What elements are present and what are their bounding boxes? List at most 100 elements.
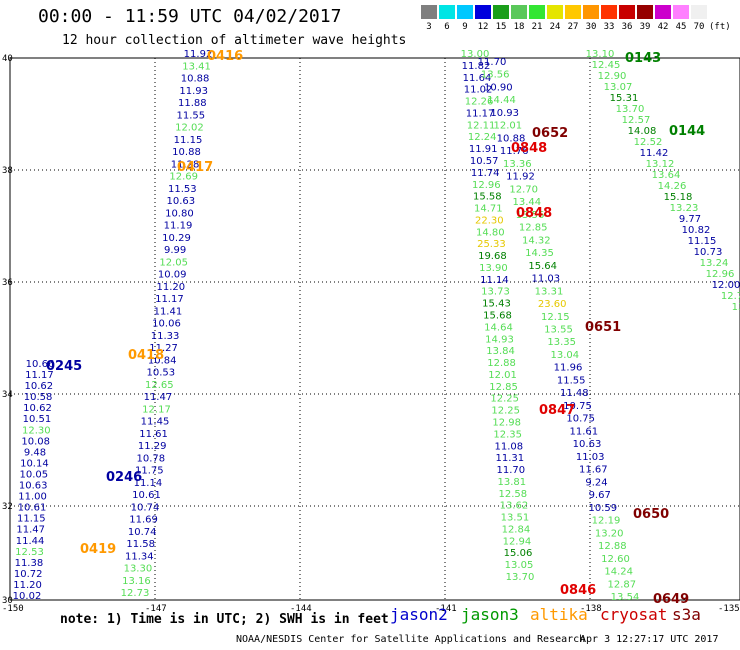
wave-height-point: 12.87 — [607, 579, 636, 590]
wave-height-point: 11.82 — [462, 61, 491, 72]
wave-height-point: 12.11 — [467, 120, 496, 131]
wave-height-point: 15.06 — [504, 548, 533, 559]
wave-height-point: 10.88 — [497, 133, 526, 144]
map-subtitle: 12 hour collection of altimeter wave hei… — [62, 33, 407, 48]
wave-height-point: 11.70 — [478, 57, 507, 68]
wave-height-point: 11.08 — [494, 441, 523, 452]
wave-height-point: 10.82 — [682, 225, 711, 236]
pass-time-label: 0416 — [207, 49, 243, 64]
wave-height-point: 11.15 — [17, 514, 46, 525]
wave-height-point: 11.93 — [179, 86, 208, 97]
wave-height-point: 13.36 — [503, 159, 532, 170]
wave-height-point: 12.7 — [721, 291, 740, 302]
wave-height-point: 14.32 — [522, 235, 551, 246]
wave-height-point: 11.47 — [16, 525, 45, 536]
wave-height-point: 12.02 — [175, 123, 204, 134]
wave-height-point: 11.76 — [500, 146, 529, 157]
longitude-label: -141 — [435, 604, 457, 614]
pass-time-label: 0144 — [669, 124, 705, 139]
wave-height-point: 12.88 — [487, 358, 516, 369]
pass-time-label: 0143 — [625, 51, 661, 66]
legend-jason2: jason2 — [390, 605, 448, 624]
wave-height-point: 11.69 — [129, 515, 158, 526]
wave-height-point: 12.98 — [492, 418, 521, 429]
scale-swatch — [529, 5, 545, 19]
wave-height-point: 12.25 — [491, 406, 520, 417]
wave-height-point: 11.53 — [168, 184, 197, 195]
wave-height-point: 12.73 — [121, 588, 150, 599]
scale-label: 33 — [603, 22, 615, 32]
scale-swatch — [475, 5, 491, 19]
wave-height-point: 10.59 — [588, 503, 617, 514]
wave-height-point: 10.73 — [694, 247, 723, 258]
wave-height-point: 15.68 — [483, 311, 512, 322]
wave-height-point: 13 — [732, 302, 740, 313]
wave-height-point: 10.93 — [490, 108, 519, 119]
wave-height-point: 13.44 — [512, 197, 541, 208]
wave-height-point: 23.60 — [538, 299, 567, 310]
wave-height-point: 13.00 — [461, 49, 490, 60]
wave-height-point: 11.14 — [134, 478, 163, 489]
wave-height-point: 13.62 — [500, 501, 529, 512]
wave-height-point: 12.85 — [519, 223, 548, 234]
wave-height-point: 14.80 — [476, 227, 505, 238]
latitude-label: 38 — [2, 166, 13, 176]
wave-height-point: 10.51 — [23, 414, 52, 425]
longitude-label: -138 — [580, 604, 602, 614]
wave-height-point: 13.12 — [646, 159, 675, 170]
pass-time-label: 0652 — [532, 126, 568, 141]
wave-height-point: 11.64 — [463, 73, 492, 84]
scale-label: 3 — [426, 22, 432, 32]
wave-height-point: 11.67 — [579, 465, 608, 476]
wave-height-point: 13.84 — [486, 346, 515, 357]
legend-altika: altika — [530, 605, 588, 624]
wave-height-point: 12.58 — [498, 489, 527, 500]
wave-height-point: 12.90 — [598, 71, 627, 82]
wave-height-point: 12.45 — [592, 60, 621, 71]
wave-height-point: 14.93 — [485, 334, 514, 345]
scale-swatch — [493, 5, 509, 19]
latitude-label: 32 — [2, 502, 13, 512]
pass-time-label: 0418 — [128, 348, 164, 363]
wave-height-point: 11.74 — [471, 168, 500, 179]
wave-height-point: 11.33 — [151, 331, 180, 342]
scale-label: 12 — [477, 22, 489, 32]
wave-height-point: 11.34 — [125, 551, 154, 562]
wave-height-point: 11.41 — [154, 306, 183, 317]
scale-label: 18 — [513, 22, 525, 32]
legend-jason3: jason3 — [461, 605, 519, 624]
wave-height-point: 10.88 — [181, 74, 210, 85]
wave-height-point: 12.17 — [142, 404, 171, 415]
wave-height-point: 12.85 — [489, 382, 518, 393]
wave-height-point: 12.96 — [472, 180, 501, 191]
scale-label: 21 — [531, 22, 543, 32]
wave-height-point: 12.60 — [601, 554, 630, 565]
wave-height-point: 12.94 — [503, 536, 532, 547]
wave-height-point: 11.28 — [171, 159, 200, 170]
scale-label: 36 — [621, 22, 633, 32]
wave-height-point: 12.26 — [465, 97, 494, 108]
wave-height-point: 13.07 — [604, 82, 633, 93]
wave-height-point: 10.57 — [470, 156, 499, 167]
wave-height-point: 13.51 — [501, 513, 530, 524]
wave-height-point: 22.30 — [475, 215, 504, 226]
pass-time-label: 0419 — [80, 542, 116, 557]
wave-height-point: 12.30 — [22, 425, 51, 436]
wave-height-point: 10.08 — [21, 436, 50, 447]
scale-swatch — [601, 5, 617, 19]
pass-time-label: 0417 — [177, 160, 213, 175]
scale-label: 9 — [462, 22, 468, 32]
wave-height-point: 14.24 — [604, 567, 633, 578]
wave-height-point: 13.24 — [700, 258, 729, 269]
wave-height-point: 11.88 — [178, 98, 207, 109]
legend-cryosat: cryosat — [600, 605, 668, 624]
latitude-label: 40 — [2, 54, 13, 64]
wave-height-point: 10.75 — [563, 401, 592, 412]
wave-height-point: 9.77 — [679, 214, 701, 225]
wave-height-point: 11.38 — [15, 558, 44, 569]
wave-height-point: 11.61 — [569, 426, 598, 437]
wave-height-point: 12.69 — [169, 172, 198, 183]
wave-height-point: 11.03 — [576, 452, 605, 463]
longitude-label: -150 — [2, 604, 24, 614]
